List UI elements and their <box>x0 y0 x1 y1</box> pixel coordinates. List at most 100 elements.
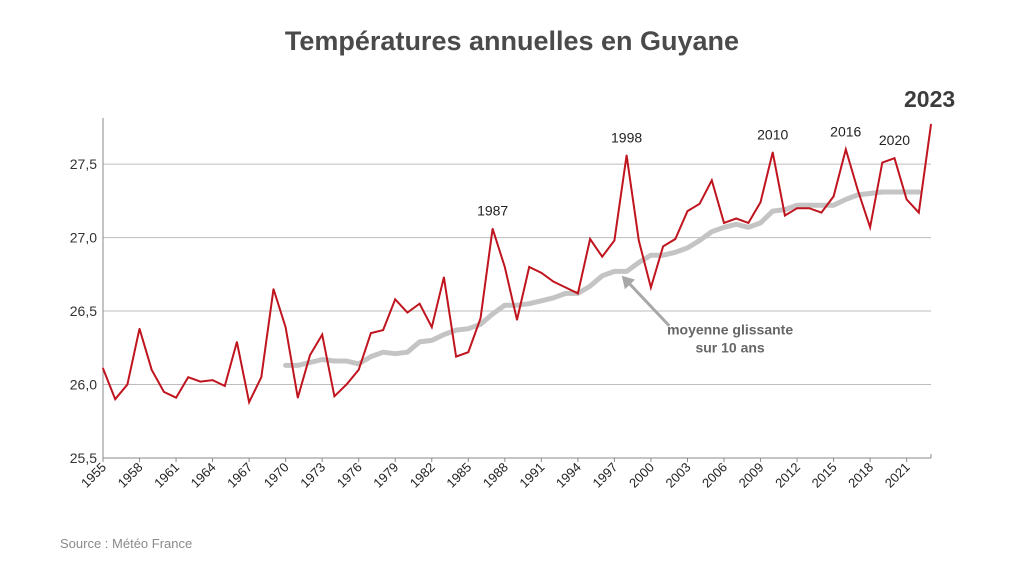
data-point <box>114 398 116 401</box>
data-point <box>284 326 287 329</box>
data-point <box>138 327 141 330</box>
data-point <box>686 210 689 212</box>
x-tick-label: 2018 <box>845 460 876 491</box>
x-tick-label: 1994 <box>553 460 584 491</box>
data-point <box>528 266 530 268</box>
data-point <box>820 211 823 214</box>
data-point <box>723 222 725 224</box>
peak-year-label: 2020 <box>879 132 910 148</box>
data-point <box>163 391 165 393</box>
data-point <box>808 207 811 209</box>
data-point <box>796 207 798 209</box>
data-point <box>747 222 750 224</box>
data-point <box>418 302 421 305</box>
x-tick-label: 2000 <box>626 460 657 491</box>
data-point <box>564 286 567 289</box>
peak-year-label: 2016 <box>830 123 861 139</box>
moving-average-label: moyenne glissante <box>667 322 793 338</box>
y-tick-label: 25,5 <box>70 450 97 466</box>
labels-layer: 1987 1998 2010 2016 2020 moyenne glissante sur… <box>477 123 910 355</box>
moving-average-layer <box>283 189 922 368</box>
data-point <box>918 211 920 214</box>
moving-average-arrow-shaft <box>625 279 671 327</box>
data-point <box>467 351 470 353</box>
data-point <box>516 319 518 321</box>
data-point <box>248 401 250 403</box>
data-point <box>370 332 372 334</box>
data-point <box>504 266 506 268</box>
data-point <box>406 311 409 314</box>
data-point <box>698 202 701 205</box>
y-tick-label: 27,5 <box>70 156 97 172</box>
data-point <box>223 385 226 387</box>
data-point <box>345 383 348 386</box>
data-point <box>662 245 664 248</box>
data-point <box>857 189 859 192</box>
data-point <box>589 238 591 240</box>
x-tick-label: 1997 <box>589 460 620 491</box>
x-tick-label: 1973 <box>297 460 328 491</box>
data-point <box>540 272 543 274</box>
data-point <box>674 238 677 240</box>
x-tick-label: 1964 <box>188 460 219 491</box>
data-point <box>625 154 628 157</box>
data-point <box>637 239 640 242</box>
data-point <box>443 276 445 279</box>
data-point <box>272 288 275 290</box>
source-note: Source : Météo France <box>60 536 193 551</box>
data-point <box>102 367 104 370</box>
data-point <box>869 226 871 229</box>
data-point <box>394 298 397 301</box>
data-point <box>552 280 555 283</box>
data-point <box>893 157 896 160</box>
moving-average-arrow-head <box>621 275 636 290</box>
data-point <box>175 396 177 399</box>
x-tick-label: 2015 <box>809 460 840 491</box>
data-point <box>930 123 932 126</box>
data-point <box>881 161 884 164</box>
data-point <box>905 198 908 201</box>
x-tick-label: 2003 <box>663 460 694 491</box>
data-point <box>199 380 202 383</box>
highlight-year-label: 2023 <box>904 86 956 112</box>
data-point <box>150 369 153 371</box>
y-tick-label: 26,0 <box>70 377 97 393</box>
data-point <box>260 376 263 378</box>
annual-series-layer <box>102 123 932 406</box>
data-point <box>711 179 713 182</box>
y-tick-label: 26,5 <box>70 303 97 319</box>
moving-average-line <box>283 189 922 368</box>
data-point <box>735 217 737 220</box>
data-point <box>613 239 616 242</box>
peak-year-label: 1998 <box>611 129 642 145</box>
annual-temperature-line <box>102 124 932 406</box>
x-tick-label: 1967 <box>224 460 255 491</box>
data-point <box>577 292 579 295</box>
data-point <box>187 376 190 378</box>
x-tick-label: 1988 <box>480 460 511 491</box>
data-point <box>126 383 129 386</box>
data-point <box>309 354 311 356</box>
data-point <box>211 379 214 381</box>
data-point <box>479 317 482 320</box>
x-tick-label: 1976 <box>334 460 365 491</box>
data-point <box>832 195 835 198</box>
data-point <box>784 214 786 217</box>
moving-average-label: sur 10 ans <box>695 340 764 356</box>
data-point <box>430 326 433 329</box>
x-tick-label: 2006 <box>699 460 730 491</box>
data-point <box>601 255 604 258</box>
x-tick-label: 2009 <box>736 460 767 491</box>
data-point <box>759 201 762 204</box>
peak-year-label: 2010 <box>757 126 788 142</box>
data-point <box>321 333 323 336</box>
x-tick-label: 1979 <box>370 460 401 491</box>
x-tick-label: 1961 <box>151 460 182 491</box>
y-tick-label: 27,0 <box>70 230 97 246</box>
data-point <box>455 355 457 358</box>
data-point <box>236 341 238 343</box>
data-point <box>650 286 652 289</box>
grid-lines <box>103 163 931 386</box>
data-point <box>491 227 494 230</box>
